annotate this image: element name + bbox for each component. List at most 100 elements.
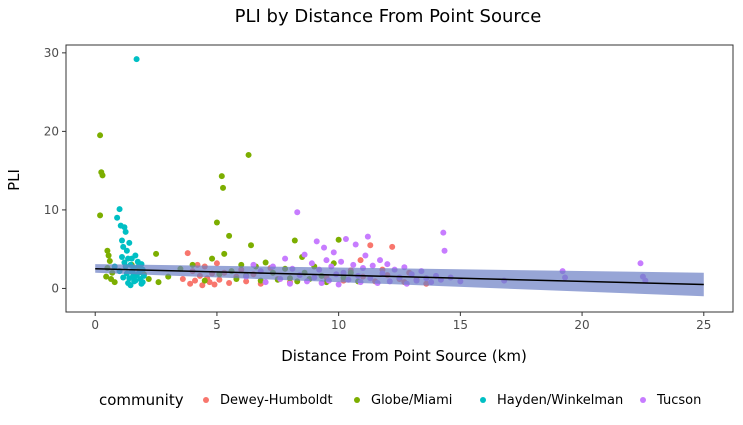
data-point [97, 212, 104, 219]
data-point [369, 262, 376, 269]
data-point [97, 132, 104, 139]
data-point [116, 206, 123, 213]
data-point [220, 184, 227, 191]
data-point [282, 255, 289, 262]
data-point [111, 279, 118, 286]
data-point [139, 279, 146, 286]
data-point [323, 257, 330, 264]
data-point [338, 258, 345, 265]
data-point [362, 252, 369, 259]
data-point [106, 257, 113, 264]
data-point [118, 237, 125, 244]
series-2 [111, 56, 147, 289]
data-point [367, 242, 374, 249]
x-tick-label: 20 [574, 318, 589, 332]
x-tick-label: 25 [696, 318, 711, 332]
data-point [221, 250, 228, 257]
data-point [357, 257, 364, 264]
data-point [179, 276, 186, 283]
data-point [187, 280, 194, 287]
y-tick-label: 20 [44, 124, 59, 138]
data-point [121, 224, 128, 231]
data-point [440, 229, 447, 236]
x-tick-label: 5 [213, 318, 221, 332]
data-point [321, 244, 328, 251]
data-point [145, 276, 152, 283]
data-point [291, 237, 298, 244]
y-axis: 0 10 20 30 [44, 46, 66, 295]
confidence-band [95, 264, 704, 297]
data-point [122, 228, 129, 235]
y-axis-title: PLI [5, 169, 23, 191]
data-point [201, 277, 208, 284]
legend-label: Tucson [656, 393, 701, 408]
data-point [216, 276, 223, 283]
y-tick-label: 30 [44, 46, 59, 60]
data-point [218, 173, 225, 180]
data-point [211, 281, 218, 288]
data-point [105, 252, 112, 259]
data-point [209, 255, 216, 262]
legend-key [640, 397, 646, 403]
data-point [213, 219, 220, 226]
data-point [384, 261, 391, 268]
data-point [133, 56, 140, 63]
data-point [114, 214, 121, 221]
data-point [342, 235, 349, 242]
data-point [99, 172, 106, 179]
data-point [184, 250, 191, 257]
legend: community Dewey-Humboldt Globe/Miami Hayde… [99, 391, 701, 409]
x-axis-title: Distance From Point Source (km) [281, 347, 527, 365]
data-point [286, 280, 293, 287]
legend-key [203, 397, 209, 403]
legend-label: Globe/Miami [371, 393, 452, 408]
data-point [120, 243, 127, 250]
data-point [199, 282, 206, 289]
data-point [441, 247, 448, 254]
data-point [104, 247, 111, 254]
plot-border [65, 44, 734, 313]
data-point [226, 279, 233, 286]
data-point [294, 209, 301, 216]
data-point [213, 260, 220, 267]
legend-label: Dewey-Humboldt [220, 393, 333, 408]
data-point [125, 279, 132, 286]
legend-label: Hayden/Winkelman [497, 393, 623, 408]
y-tick-label: 0 [51, 281, 59, 295]
x-tick-label: 0 [91, 318, 99, 332]
data-point [335, 281, 342, 288]
legend-key [480, 397, 486, 403]
data-point [308, 260, 315, 267]
data-point [131, 278, 138, 285]
x-tick-label: 10 [331, 318, 346, 332]
data-point [330, 249, 337, 256]
data-point [245, 151, 252, 158]
data-point [226, 232, 233, 239]
y-tick-label: 10 [44, 203, 59, 217]
data-point [350, 261, 357, 268]
data-point [126, 275, 133, 282]
legend-title: community [99, 391, 184, 409]
legend-key [354, 397, 360, 403]
data-point [637, 260, 644, 267]
data-point [389, 243, 396, 250]
data-point [313, 238, 320, 245]
x-tick-label: 15 [453, 318, 468, 332]
data-point [301, 251, 308, 258]
data-point [248, 242, 255, 249]
x-axis: 0 5 10 15 20 25 [91, 312, 711, 332]
data-point [262, 259, 269, 266]
data-point [153, 250, 160, 257]
data-point [120, 274, 127, 281]
data-point [243, 278, 250, 285]
data-point [132, 252, 139, 259]
data-point [364, 233, 371, 240]
data-point [123, 247, 130, 254]
fit-line [95, 268, 704, 286]
data-point [352, 241, 359, 248]
data-point [118, 254, 125, 261]
data-point [155, 279, 162, 286]
data-point [335, 236, 342, 243]
data-point [377, 257, 384, 264]
